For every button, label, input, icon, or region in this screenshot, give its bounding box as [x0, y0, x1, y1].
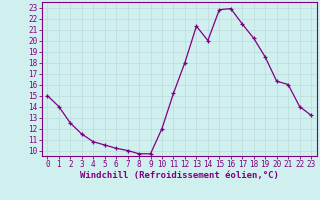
X-axis label: Windchill (Refroidissement éolien,°C): Windchill (Refroidissement éolien,°C) — [80, 171, 279, 180]
